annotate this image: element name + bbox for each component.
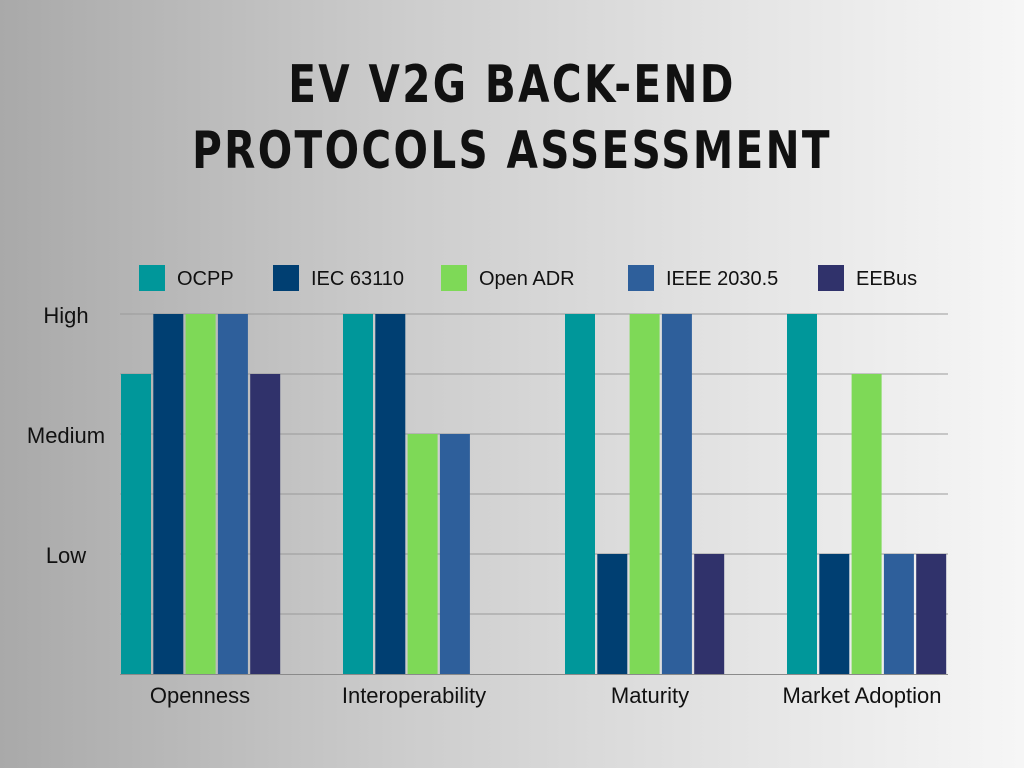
bar-eebus-maturity xyxy=(694,554,725,674)
bar-open-adr-openness xyxy=(185,314,216,674)
bar-open-adr-maturity xyxy=(629,314,660,674)
bar-iec-63110-openness xyxy=(153,314,184,674)
legend-swatch-open-adr xyxy=(441,265,467,291)
bar-ieee-2030-5-openness xyxy=(217,314,248,674)
bar-ocpp-interoperability xyxy=(343,314,373,674)
legend-label-open-adr: Open ADR xyxy=(479,268,575,290)
chart-title-line-1: EV V2G BACK-END xyxy=(288,55,736,115)
legend-label-ieee-2030-5: IEEE 2030.5 xyxy=(666,268,778,290)
chart-title: EV V2G BACK-END PROTOCOLS ASSESSMENT xyxy=(113,52,912,184)
bar-open-adr-interoperability xyxy=(407,434,438,674)
y-axis-ticks: Low Medium High xyxy=(27,303,105,568)
legend-item-iec-63110: IEC 63110 xyxy=(273,265,404,291)
y-tick-label-medium: Medium xyxy=(27,423,105,448)
bar-ieee-2030-5-market-adoption xyxy=(883,554,914,674)
bar-ieee-2030-5-interoperability xyxy=(439,434,470,674)
bar-iec-63110-market-adoption xyxy=(819,554,850,674)
legend-item-eebus: EEBus xyxy=(818,265,917,291)
legend-label-iec-63110: IEC 63110 xyxy=(311,268,404,290)
bar-ocpp-openness xyxy=(121,374,151,674)
legend-swatch-eebus xyxy=(818,265,844,291)
legend-item-ocpp: OCPP xyxy=(139,265,234,291)
x-axis-ticks: Openness Interoperability Maturity Market A… xyxy=(150,683,942,708)
legend-label-eebus: EEBus xyxy=(856,268,917,290)
y-tick-label-low: Low xyxy=(46,543,86,568)
x-tick-label-market-adoption: Market Adoption xyxy=(783,683,942,708)
y-tick-label-high: High xyxy=(43,303,88,328)
legend-item-ieee-2030-5: IEEE 2030.5 xyxy=(628,265,778,291)
legend: OCPP IEC 63110 Open ADR IEEE 2030.5 EEBus xyxy=(139,265,917,291)
x-tick-label-interoperability: Interoperability xyxy=(342,683,486,708)
chart-title-line-2: PROTOCOLS ASSESSMENT xyxy=(192,121,832,181)
legend-swatch-ieee-2030-5 xyxy=(628,265,654,291)
bar-ieee-2030-5-maturity xyxy=(661,314,692,674)
bar-eebus-market-adoption xyxy=(916,554,947,674)
legend-swatch-ocpp xyxy=(139,265,165,291)
x-tick-label-maturity: Maturity xyxy=(611,683,689,708)
x-tick-label-openness: Openness xyxy=(150,683,250,708)
legend-item-open-adr: Open ADR xyxy=(441,265,575,291)
bar-iec-63110-maturity xyxy=(597,554,628,674)
bar-ocpp-market-adoption xyxy=(787,314,817,674)
legend-swatch-iec-63110 xyxy=(273,265,299,291)
bar-eebus-openness xyxy=(250,374,281,674)
bar-open-adr-market-adoption xyxy=(851,374,882,674)
bar-iec-63110-interoperability xyxy=(375,314,406,674)
bar-ocpp-maturity xyxy=(565,314,595,674)
bars xyxy=(121,314,947,674)
legend-label-ocpp: OCPP xyxy=(177,268,234,290)
